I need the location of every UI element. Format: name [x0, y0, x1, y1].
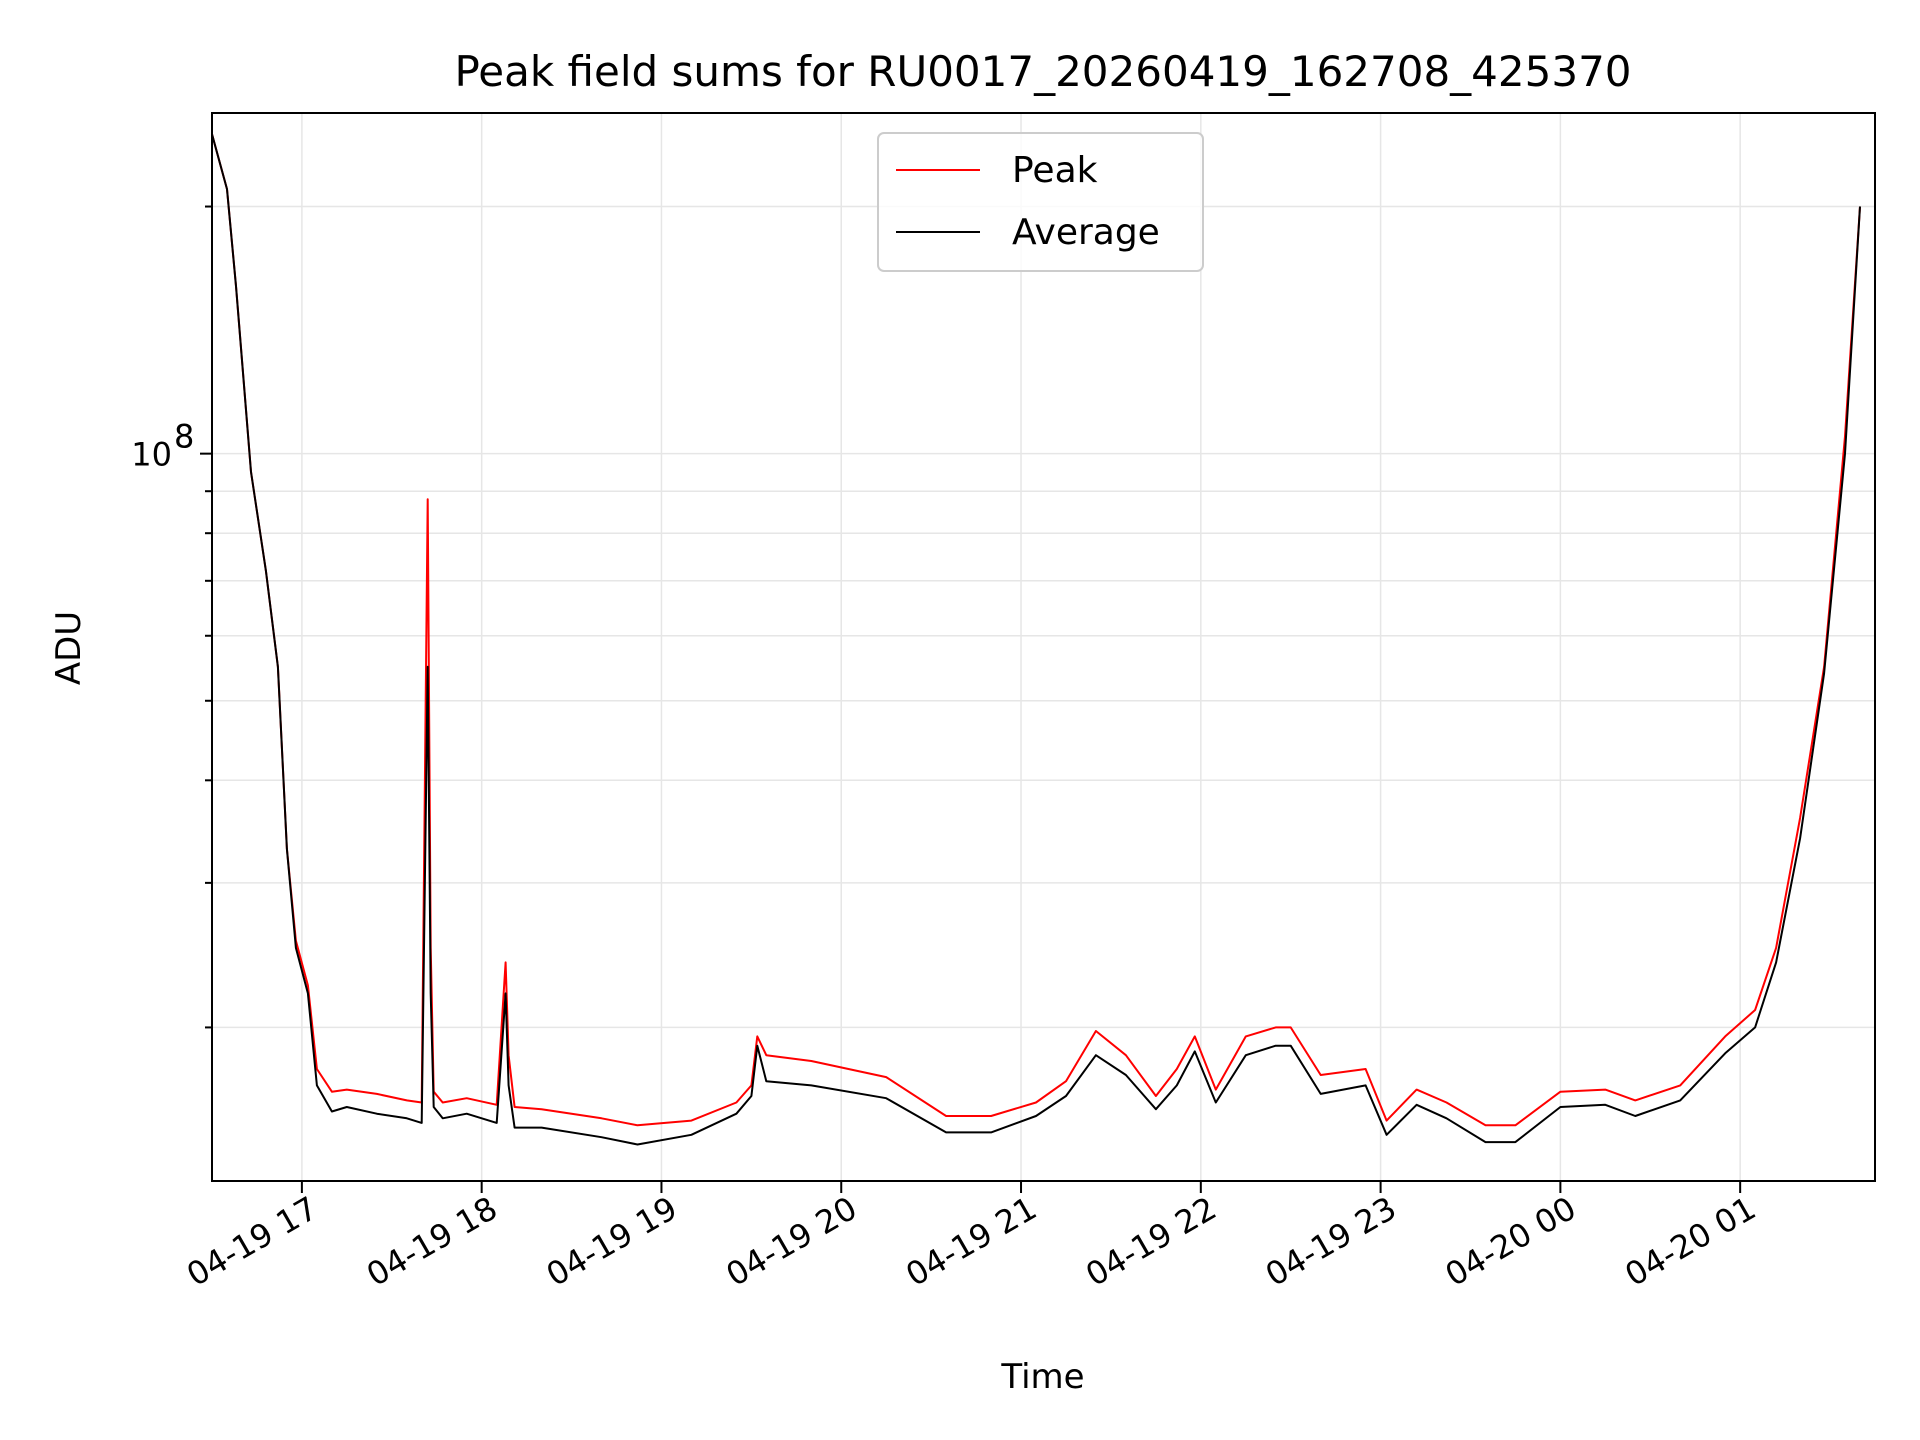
- x-axis-label: Time: [1000, 1357, 1084, 1397]
- chart-title: Peak field sums for RU0017_20260419_1627…: [454, 47, 1631, 96]
- y-axis-label: ADU: [49, 611, 89, 685]
- series-line-peak: [211, 133, 1861, 1127]
- y-tick-label-exponent: 8: [174, 418, 194, 456]
- legend-label-peak: Peak: [1012, 150, 1098, 191]
- legend-box: [877, 132, 1204, 272]
- plot-area: [211, 133, 1861, 1146]
- series-line-average: [211, 133, 1861, 1146]
- y-tick-label: 10: [131, 436, 172, 474]
- legend: Peak Average: [877, 132, 1204, 272]
- plot-frame: [211, 112, 1876, 1182]
- grid: [212, 113, 1875, 1181]
- legend-label-average: Average: [1012, 212, 1160, 253]
